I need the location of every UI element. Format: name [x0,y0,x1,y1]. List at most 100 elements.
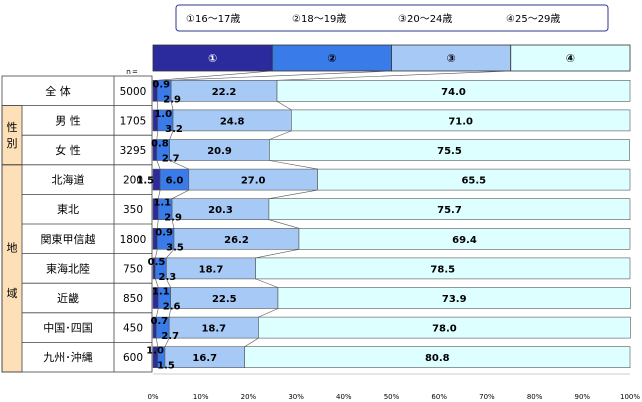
connector-b2-r4 [169,160,189,170]
connector-b1-r4 [156,160,161,170]
strip-mark-1: ① [208,52,217,65]
row-n-10: 600 [123,352,143,364]
row-label-4: 北海道 [52,173,85,187]
row-n-6: 1800 [120,234,147,246]
connector-b2-r8 [166,278,171,288]
val-r5-s3: 20.3 [208,205,233,216]
legend: ①16～17歳 ②18～19歳 ③20～24歳 ④25～29歳 [175,4,609,32]
connector-b3-r9 [258,308,279,318]
connector-b2-r3 [169,130,174,140]
legend-item-4: ④25～29歳 [506,13,560,25]
row-label-3: 女 性 [55,143,81,157]
connector-b3-r3 [269,130,292,140]
strip-seg-2 [271,44,392,72]
connector-b3-r2 [276,101,292,111]
val-r7-s4: 78.5 [430,264,455,275]
val-r1-s4: 74.0 [441,87,466,98]
bar-r6-s4 [298,228,631,250]
connector-b2-r6 [171,219,175,229]
connector-b1-r8 [155,278,159,288]
x-tick-7: 70% [479,393,495,401]
val-r5-s4: 75.7 [437,205,462,216]
val-r6-s3: 26.2 [224,235,249,246]
val-r4-s3: 27.0 [241,176,266,187]
val-r7-s3: 18.7 [199,264,224,275]
bars: 0.9 2.9 22.2 74.0 1.0 3.2 24.8 71.0 0.8 2.7 20.9 75… [136,70,631,372]
connector-b2-r9 [168,308,171,318]
val-r3-s3: 20.9 [207,146,232,157]
bar-r10-s4 [244,346,631,369]
row-label-5: 東北 [57,203,79,216]
connector-b1-r1 [157,70,273,81]
strip-seg-1 [152,44,273,72]
val-r2-s1: 1.0 [154,109,172,120]
val-r10-s1: 1.0 [146,346,164,357]
val-r3-s4: 75.5 [437,146,462,157]
connector-b3-r8 [255,278,279,288]
val-r8-s2: 2.6 [163,302,181,313]
legend-box [175,4,609,32]
row-n-5: 350 [123,204,143,216]
val-r9-s1: 0.7 [150,316,168,327]
val-r7-s2: 2.3 [158,272,176,283]
group-label-sex-1: 性 [7,120,18,134]
bar-r7-s4 [255,257,631,280]
row-n-2: 1705 [120,115,147,127]
connector-b3-r4 [269,160,318,170]
connector-b3-r7 [255,249,300,259]
connector-b3-r6 [268,219,300,229]
val-r2-s4: 71.0 [448,116,473,127]
val-r8-s4: 73.9 [442,294,467,305]
val-r4-s4: 65.5 [461,176,486,187]
bar-r9-s4 [258,316,631,339]
val-r1-s1: 0.9 [152,79,170,90]
val-r5-s1: 1.1 [153,198,171,209]
val-r9-s4: 78.0 [432,324,457,335]
val-r3-s2: 2.7 [162,154,180,165]
connector-b3-r1 [277,70,511,81]
connector-b2-r2 [170,101,174,110]
row-label-2: 男 性 [55,113,81,127]
connector-b3-r10 [244,337,259,347]
row-n-4: 200 [123,175,143,187]
connector-b2-r5 [171,189,189,199]
bar-r4-s4 [317,168,631,191]
connector-b1-r9 [156,308,159,318]
bar-r2-s4 [291,109,631,132]
x-tick-2: 20% [241,393,257,401]
val-r3-s1: 0.8 [151,139,169,150]
val-r10-s3: 16.7 [192,353,217,364]
val-r2-s3: 24.8 [220,116,245,127]
connector-b3-r5 [268,189,318,199]
group-label-region-1: 地 [7,242,18,255]
connector-b2-r7 [166,249,175,259]
x-tick-4: 40% [336,393,352,401]
row-n-7: 750 [123,263,143,275]
connector-b1-r6 [156,219,159,229]
val-r6-s2: 3.5 [166,242,184,253]
x-axis: 0% 10% 20% 30% 40% 50% 60% 70% 80% 90% 100% [147,373,640,401]
row-label-9: 中国･四国 [43,322,93,335]
bar-r1-s4 [276,80,631,102]
legend-item-3: ③20～24歳 [398,13,452,25]
connector-b1-r5 [157,190,161,199]
strip-seg-3 [391,44,512,72]
legend-item-2: ②18～19歳 [292,13,346,25]
group-bg-sex [1,105,23,166]
val-r1-s2: 2.9 [163,94,181,105]
row-n-8: 850 [123,293,143,305]
group-bg-region [1,164,23,373]
strip-seg-4 [510,44,631,72]
group-label-sex-2: 別 [7,137,18,150]
val-r2-s2: 3.2 [165,124,183,135]
row-label-10: 九州･沖縄 [43,350,93,364]
row-label-6: 関東甲信越 [41,232,96,246]
val-r5-s2: 2.9 [164,213,182,224]
val-r10-s2: 1.5 [157,361,175,372]
connector-b2-r10 [164,337,170,347]
val-r6-s1: 0.9 [155,227,173,238]
val-r9-s2: 2.7 [161,331,179,342]
connector-b1-r10 [156,338,159,347]
x-tick-10: 100% [620,393,640,401]
